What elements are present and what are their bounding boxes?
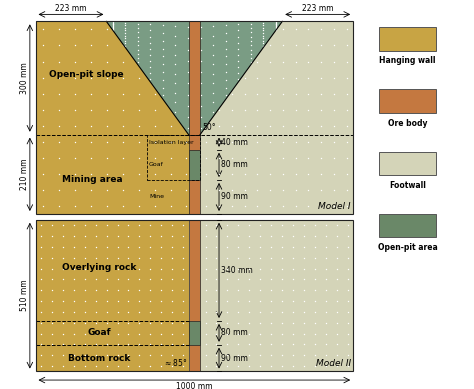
Text: Goaf: Goaf: [149, 162, 164, 167]
Text: 40 mm: 40 mm: [221, 138, 248, 147]
Text: 80 mm: 80 mm: [221, 328, 248, 337]
Bar: [379, 152, 436, 175]
Bar: [200, 21, 353, 214]
Text: 223 mm: 223 mm: [55, 4, 87, 13]
Text: $\approx$85°: $\approx$85°: [163, 357, 187, 368]
Text: Model II: Model II: [316, 359, 351, 368]
Text: Footwall: Footwall: [389, 181, 426, 190]
Bar: [200, 220, 353, 371]
Text: Open-pit area: Open-pit area: [378, 243, 438, 252]
Text: 90 mm: 90 mm: [221, 193, 248, 202]
Polygon shape: [106, 21, 283, 135]
Bar: [379, 214, 436, 237]
Text: Goaf: Goaf: [87, 328, 111, 337]
Bar: [36, 220, 353, 371]
Bar: [189, 220, 200, 371]
Text: 510 mm: 510 mm: [20, 280, 29, 312]
Bar: [189, 321, 200, 345]
Bar: [36, 21, 353, 214]
Text: Overlying rock: Overlying rock: [62, 263, 136, 272]
Text: Ore body: Ore body: [388, 119, 428, 128]
Bar: [189, 21, 200, 214]
Bar: [36, 21, 353, 214]
Text: Hanging wall: Hanging wall: [379, 56, 436, 65]
Text: 80 mm: 80 mm: [221, 160, 248, 169]
Text: 210 mm: 210 mm: [20, 159, 29, 190]
Text: Open-pit slope: Open-pit slope: [49, 70, 124, 79]
Text: Mine: Mine: [149, 194, 164, 200]
Bar: [189, 150, 200, 180]
Text: 50°: 50°: [202, 123, 216, 131]
Bar: [379, 27, 436, 51]
Text: Isolation layer: Isolation layer: [149, 140, 194, 145]
Text: Mining area: Mining area: [63, 175, 123, 184]
Bar: [379, 89, 436, 113]
Text: 300 mm: 300 mm: [20, 62, 29, 94]
Text: Model I: Model I: [318, 202, 351, 211]
Bar: [36, 220, 189, 371]
Text: 223 mm: 223 mm: [302, 4, 334, 13]
Text: Bottom rock: Bottom rock: [68, 354, 130, 363]
Text: 1000 mm: 1000 mm: [176, 382, 213, 389]
Text: 90 mm: 90 mm: [221, 354, 248, 363]
Bar: [147, 135, 200, 180]
Text: 340 mm: 340 mm: [221, 266, 253, 275]
